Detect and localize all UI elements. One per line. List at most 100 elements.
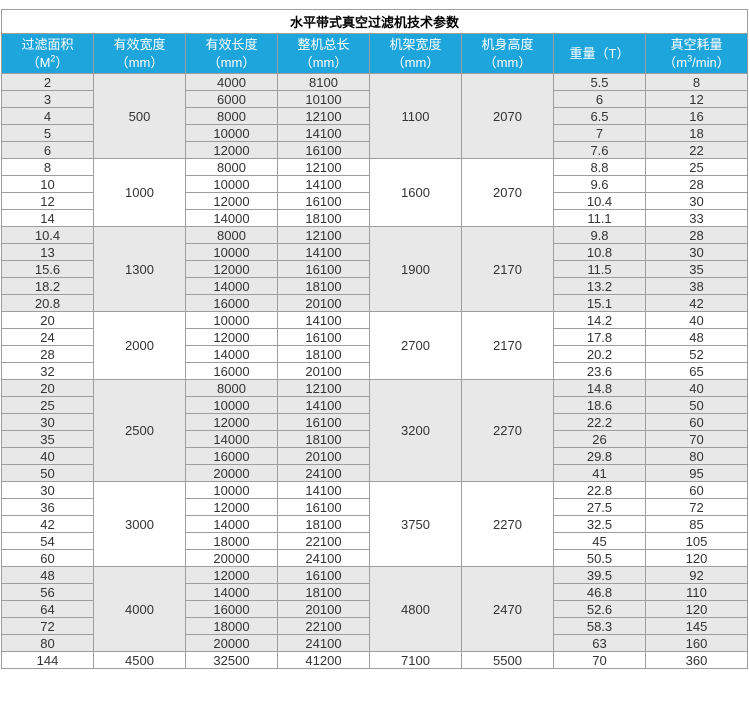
cell-weight: 50.5 [553,549,646,568]
cell-filter-area: 18.2 [1,277,94,296]
cell-vacuum: 120 [645,549,748,568]
cell-total-length: 16100 [277,328,370,347]
column-header-effective-length: 有效长度（mm） [185,32,278,75]
cell-effective-length: 10000 [185,124,278,143]
table-row: 10.4 1300 8000 12100 1900 2170 9.8 28 [1,226,748,313]
cell-total-length: 14100 [277,124,370,143]
column-header-vacuum: 真空耗量（m3/min） [645,32,748,75]
cell-total-length: 14100 [277,481,370,500]
page: 水平带式真空过滤机技术参数 过滤面积（M2） 有效宽度（mm） 有效长度（mm） 整机… [1,9,748,670]
table-row: 20 2000 10000 14100 2700 2170 14.2 40 [1,311,748,381]
table-row: 56 14000 18100 46.8 110 [1,583,748,602]
cell-effective-length: 8000 [185,107,278,126]
cell-total-length: 41200 [277,651,370,670]
table-row: 14 14000 18100 11.1 33 [1,209,748,228]
table-row: 80 20000 24100 63 160 [1,634,748,653]
cell-frame-width: 7100 [369,651,462,670]
cell-vacuum: 18 [645,124,748,143]
cell-total-length: 10100 [277,90,370,109]
cell-body-height: 2170 [461,311,554,381]
cell-vacuum: 70 [645,430,748,449]
cell-filter-area: 3 [1,90,94,109]
cell-weight: 20.2 [553,345,646,364]
cell-frame-width: 1900 [369,226,462,313]
cell-weight: 8.8 [553,158,646,177]
cell-total-length: 14100 [277,243,370,262]
table-row: 25 10000 14100 18.6 50 [1,396,748,415]
cell-frame-width: 1100 [369,73,462,160]
cell-effective-length: 20000 [185,634,278,653]
cell-filter-area: 56 [1,583,94,602]
cell-weight: 23.6 [553,362,646,381]
cell-filter-area: 64 [1,600,94,619]
cell-effective-width: 1300 [93,226,186,313]
cell-filter-area: 35 [1,430,94,449]
cell-vacuum: 52 [645,345,748,364]
cell-effective-length: 14000 [185,345,278,364]
cell-filter-area: 54 [1,532,94,551]
cell-effective-length: 16000 [185,294,278,313]
cell-effective-length: 10000 [185,311,278,330]
cell-effective-length: 8000 [185,158,278,177]
header-row: 过滤面积（M2） 有效宽度（mm） 有效长度（mm） 整机总长（mm） 机架宽度（mm）… [1,32,748,75]
cell-total-length: 16100 [277,413,370,432]
cell-weight: 39.5 [553,566,646,585]
cell-effective-length: 12000 [185,328,278,347]
cell-total-length: 18100 [277,277,370,296]
cell-total-length: 20100 [277,362,370,381]
cell-total-length: 8100 [277,73,370,92]
cell-total-length: 12100 [277,107,370,126]
cell-effective-length: 4000 [185,73,278,92]
cell-filter-area: 40 [1,447,94,466]
cell-weight: 14.8 [553,379,646,398]
cell-effective-width: 4500 [93,651,186,670]
cell-weight: 27.5 [553,498,646,517]
cell-weight: 10.4 [553,192,646,211]
cell-filter-area: 144 [1,651,94,670]
cell-total-length: 14100 [277,311,370,330]
cell-filter-area: 13 [1,243,94,262]
cell-vacuum: 12 [645,90,748,109]
cell-filter-area: 15.6 [1,260,94,279]
cell-total-length: 18100 [277,515,370,534]
cell-vacuum: 48 [645,328,748,347]
cell-filter-area: 14 [1,209,94,228]
cell-body-height: 2470 [461,566,554,653]
cell-effective-length: 10000 [185,481,278,500]
table-row: 4 8000 12100 6.5 16 [1,107,748,126]
cell-vacuum: 16 [645,107,748,126]
cell-filter-area: 60 [1,549,94,568]
cell-effective-length: 16000 [185,600,278,619]
cell-filter-area: 36 [1,498,94,517]
cell-total-length: 20100 [277,447,370,466]
cell-total-length: 16100 [277,192,370,211]
cell-total-length: 16100 [277,260,370,279]
cell-vacuum: 50 [645,396,748,415]
cell-filter-area: 12 [1,192,94,211]
cell-vacuum: 160 [645,634,748,653]
cell-effective-width: 500 [93,73,186,160]
table-row: 64 16000 20100 52.6 120 [1,600,748,619]
cell-vacuum: 30 [645,192,748,211]
table-row: 30 3000 10000 14100 3750 2270 22.8 60 [1,481,748,568]
cell-effective-length: 20000 [185,464,278,483]
cell-weight: 11.5 [553,260,646,279]
cell-vacuum: 40 [645,311,748,330]
cell-total-length: 22100 [277,532,370,551]
cell-effective-length: 10000 [185,175,278,194]
cell-body-height: 2170 [461,226,554,313]
cell-total-length: 18100 [277,345,370,364]
cell-filter-area: 20 [1,311,94,330]
cell-effective-width: 2500 [93,379,186,483]
table-row: 13 10000 14100 10.8 30 [1,243,748,262]
cell-effective-length: 8000 [185,226,278,245]
cell-total-length: 14100 [277,396,370,415]
table-row: 72 18000 22100 58.3 145 [1,617,748,636]
cell-filter-area: 72 [1,617,94,636]
cell-effective-length: 14000 [185,583,278,602]
cell-weight: 15.1 [553,294,646,313]
cell-vacuum: 8 [645,73,748,92]
cell-effective-length: 14000 [185,277,278,296]
cell-weight: 26 [553,430,646,449]
cell-filter-area: 25 [1,396,94,415]
